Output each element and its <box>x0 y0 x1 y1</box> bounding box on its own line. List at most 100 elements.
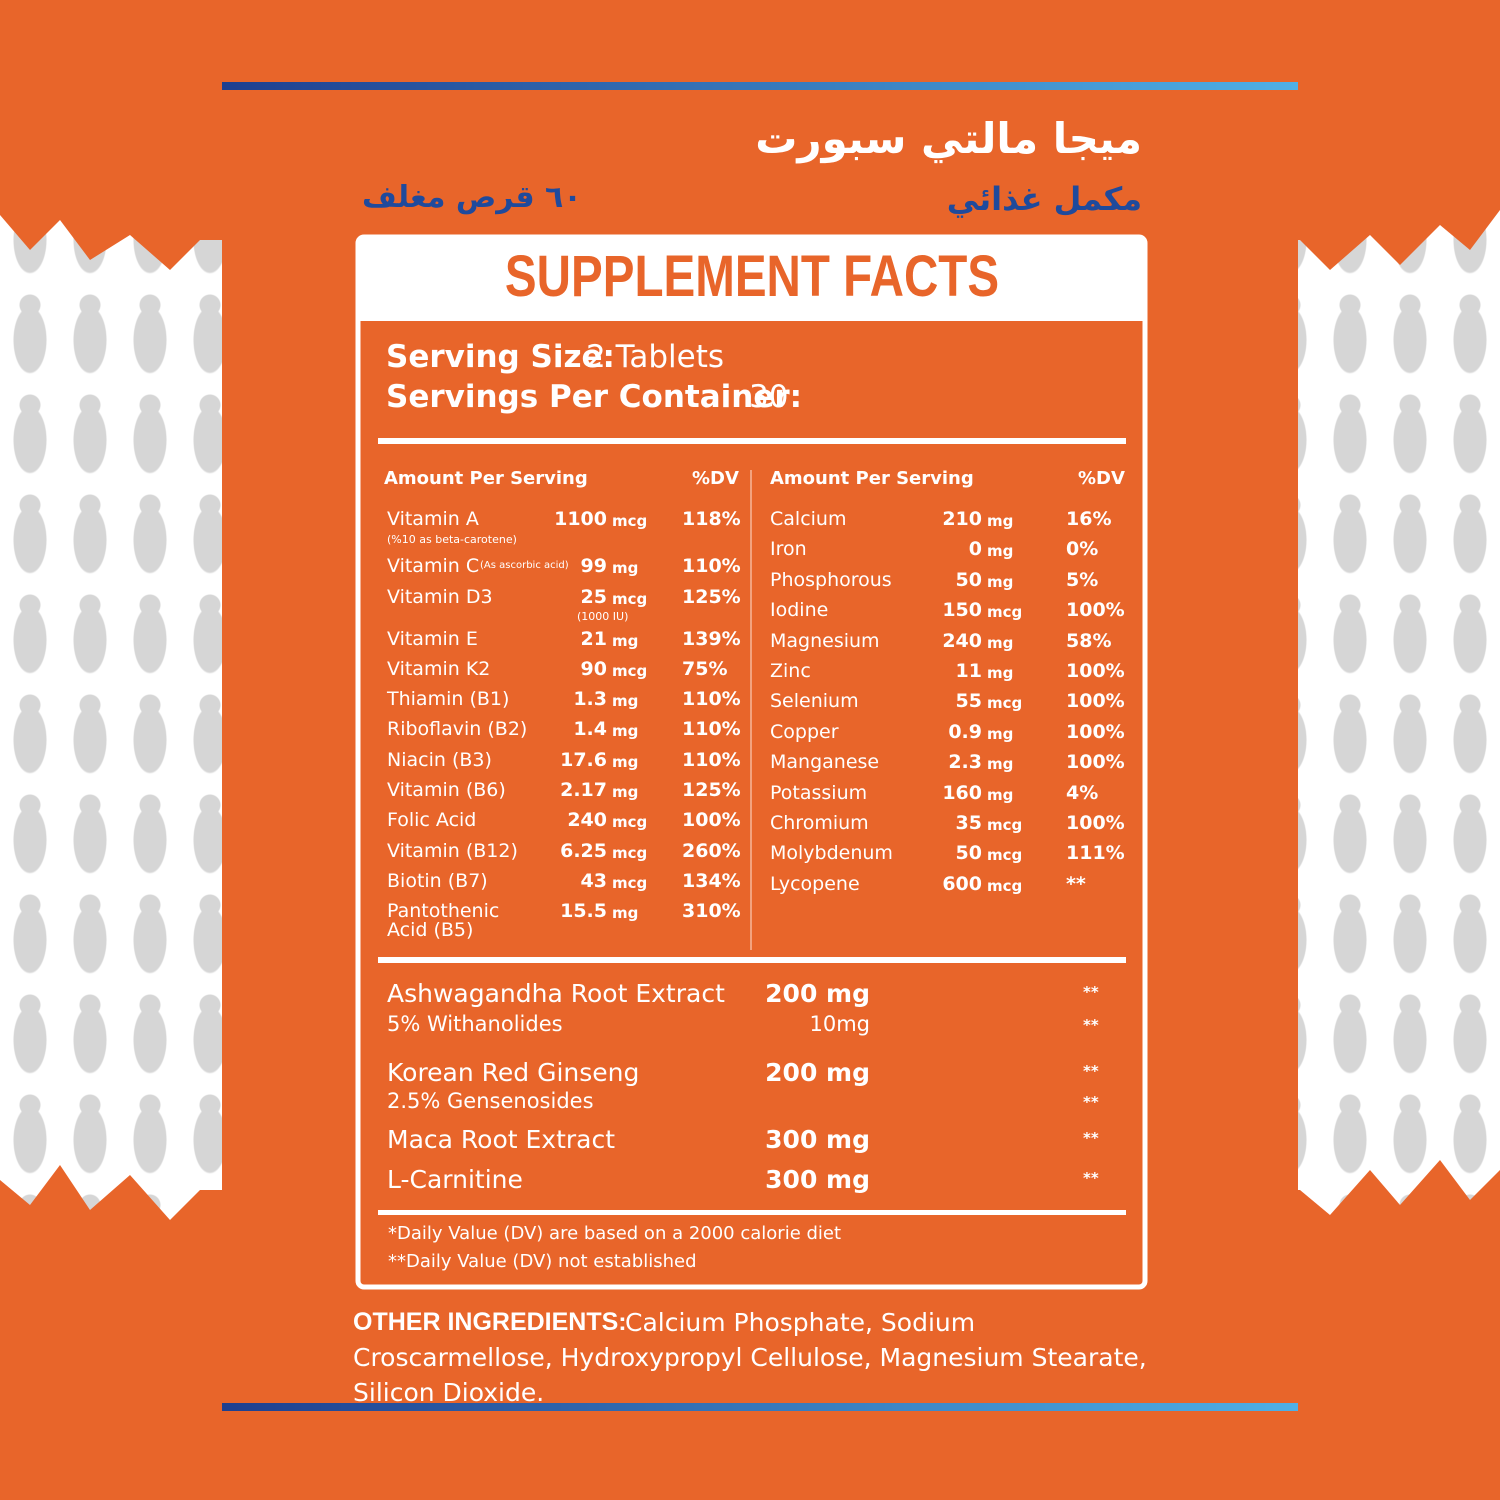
amount: 15.5 <box>560 900 607 922</box>
top-bar <box>222 82 1298 90</box>
amount: 2.3 <box>948 751 982 774</box>
nutrient-name: Vitamin (B6) <box>387 779 506 801</box>
nutrient-name: Copper <box>770 720 839 743</box>
daily-value: 100% <box>1066 720 1125 743</box>
nutrient-name: Magnesium <box>770 629 880 652</box>
extract-dv: ** <box>1083 1093 1099 1111</box>
amount: 240 <box>942 629 982 652</box>
amount: 210 <box>942 508 982 530</box>
servings-label: Servings Per Container: <box>386 379 803 415</box>
amount: 99 <box>580 555 607 577</box>
daily-value: 100% <box>1066 812 1125 834</box>
nutrient-name: Folic Acid <box>387 809 477 831</box>
daily-value: 125% <box>682 779 741 801</box>
serving-label: Serving Size: <box>386 339 615 375</box>
daily-value: 110% <box>682 749 741 771</box>
nutrient-note: (As ascorbic acid) <box>480 560 569 571</box>
daily-value: 134% <box>682 870 741 892</box>
unit: mg <box>987 664 1014 682</box>
amount: 17.6 <box>560 749 607 771</box>
rule <box>378 438 1126 444</box>
daily-value: 310% <box>682 900 741 922</box>
unit: mg <box>612 753 639 771</box>
amount: 55 <box>955 690 982 713</box>
nutrient-name: Riboflavin (B2) <box>387 718 528 740</box>
extract-name: 2.5% Gensenosides <box>387 1089 594 1113</box>
other-text: Calcium Phosphate, Sodium Croscarmellose… <box>353 1308 1147 1407</box>
extract-amount: 200 mg <box>765 979 870 1008</box>
extract-name: 5% Withanolides <box>387 1012 563 1036</box>
daily-value: 110% <box>682 718 741 740</box>
amount: 2.17 <box>560 779 607 801</box>
extract-name: Ashwagandha Root Extract <box>387 979 725 1008</box>
unit: mcg <box>612 844 648 862</box>
extract-amount: 300 mg <box>765 1125 870 1154</box>
daily-value: 110% <box>682 555 741 577</box>
unit: mg <box>987 785 1014 804</box>
nutrient-name: Manganese <box>770 751 880 774</box>
amount: 50 <box>955 568 982 591</box>
amount: 0 <box>968 538 982 561</box>
amount: 1.3 <box>573 688 607 710</box>
amount: 1100 <box>554 508 607 530</box>
daily-value: 111% <box>1066 842 1125 865</box>
amount: 35 <box>955 812 982 834</box>
bottom-bar <box>222 1403 1298 1411</box>
column-header: Amount Per Serving <box>384 468 588 489</box>
unit: mg <box>612 632 639 650</box>
daily-value: 100% <box>1066 660 1125 682</box>
nutrient-name: Vitamin (B12) <box>387 840 518 862</box>
facts-title: SUPPLEMENT FACTS <box>504 244 1000 309</box>
daily-value: ** <box>1066 872 1086 895</box>
title: ميجا مالتي سبورت <box>755 114 1142 163</box>
subtitle: مكمل غذائي <box>946 180 1142 218</box>
other-label: OTHER INGREDIENTS: <box>353 1308 627 1336</box>
nutrient-name: Molybdenum <box>770 842 893 865</box>
extract-dv: ** <box>1083 1062 1099 1080</box>
nutrient-note: (%10 as beta-carotene) <box>387 533 517 546</box>
daily-value: 260% <box>682 840 741 862</box>
serving-value: 2 Tablets <box>586 339 725 375</box>
daily-value: 100% <box>1066 690 1125 713</box>
daily-value: 139% <box>682 628 741 650</box>
daily-value: 125% <box>682 586 741 608</box>
column-header: Amount Per Serving <box>770 468 974 489</box>
extract-name: L-Carnitine <box>387 1165 523 1194</box>
extract-amount: 300 mg <box>765 1165 870 1194</box>
nutrient-name: Phosphorous <box>770 568 892 591</box>
rule <box>378 1210 1126 1215</box>
extract-dv: ** <box>1083 1129 1099 1147</box>
daily-value: 58% <box>1066 629 1112 652</box>
unit: mcg <box>612 590 648 608</box>
nutrient-name: Vitamin K2 <box>387 658 491 680</box>
amount: 1.4 <box>573 718 607 740</box>
nutrient-name: Niacin (B3) <box>387 749 492 771</box>
amount: 50 <box>955 842 982 865</box>
nutrient-name: Thiamin (B1) <box>387 688 510 710</box>
count: ٦٠ قرص مغلف <box>362 180 582 215</box>
servings-value: 30 <box>749 379 789 415</box>
unit: mg <box>612 783 639 801</box>
daily-value: 118% <box>682 508 741 530</box>
amount: 11 <box>955 660 982 682</box>
nutrient-name: Vitamin C <box>387 555 480 577</box>
daily-value: 100% <box>1066 751 1125 774</box>
unit: mcg <box>612 512 648 530</box>
unit: mg <box>987 572 1014 591</box>
nutrient-name: Iodine <box>770 599 829 622</box>
nutrient-name: Chromium <box>770 812 869 834</box>
extract-name: Maca Root Extract <box>387 1125 616 1154</box>
rule <box>378 957 1126 963</box>
amount-note: (1000 IU) <box>577 610 629 623</box>
nutrient-name: Lycopene <box>770 872 860 895</box>
daily-value: 0% <box>1066 538 1099 561</box>
unit: mcg <box>612 662 648 680</box>
extract-dv: ** <box>1083 1169 1099 1187</box>
nutrient-name: Vitamin A <box>387 508 479 530</box>
extract-name: Korean Red Ginseng <box>387 1058 640 1087</box>
extract-dv: ** <box>1083 983 1099 1001</box>
daily-value: 4% <box>1066 781 1099 804</box>
footnote: **Daily Value (DV) not established <box>388 1251 697 1272</box>
